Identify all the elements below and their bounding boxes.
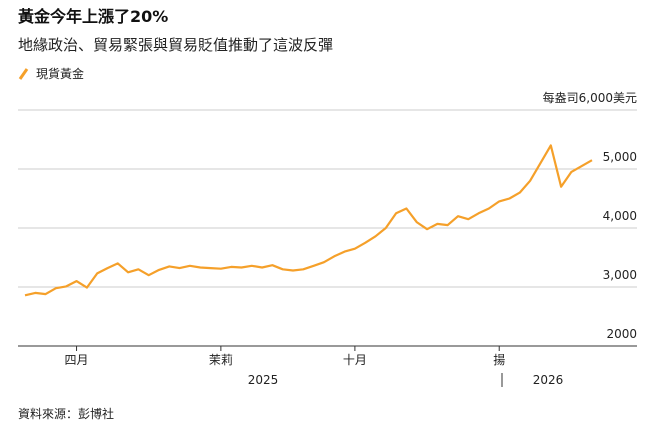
y-tick-label: 4,000 xyxy=(603,209,637,223)
year-label: 2025 xyxy=(248,373,279,387)
x-tick-label: 四月 xyxy=(65,353,89,367)
source: 資料來源：彭博社 xyxy=(18,406,114,421)
legend-label: 現貨黃金 xyxy=(36,66,84,81)
x-tick-label: 揚 xyxy=(493,353,505,367)
y-tick-label: 每盎司6,000美元 xyxy=(543,90,637,105)
price-line xyxy=(24,144,593,297)
x-tick-label: 十月 xyxy=(343,353,367,367)
y-tick-label: 5,000 xyxy=(603,150,637,164)
chart-title: 黃金今年上漲了20% xyxy=(17,7,168,26)
year-label: 2026 xyxy=(533,373,564,387)
y-tick-label: 2000 xyxy=(606,327,637,341)
chart-subtitle: 地緣政治、貿易緊張與貿易貶值推動了這波反彈 xyxy=(18,36,333,54)
legend-swatch xyxy=(18,68,29,80)
x-tick-label: 茉莉 xyxy=(209,353,233,367)
y-tick-label: 3,000 xyxy=(603,268,637,282)
